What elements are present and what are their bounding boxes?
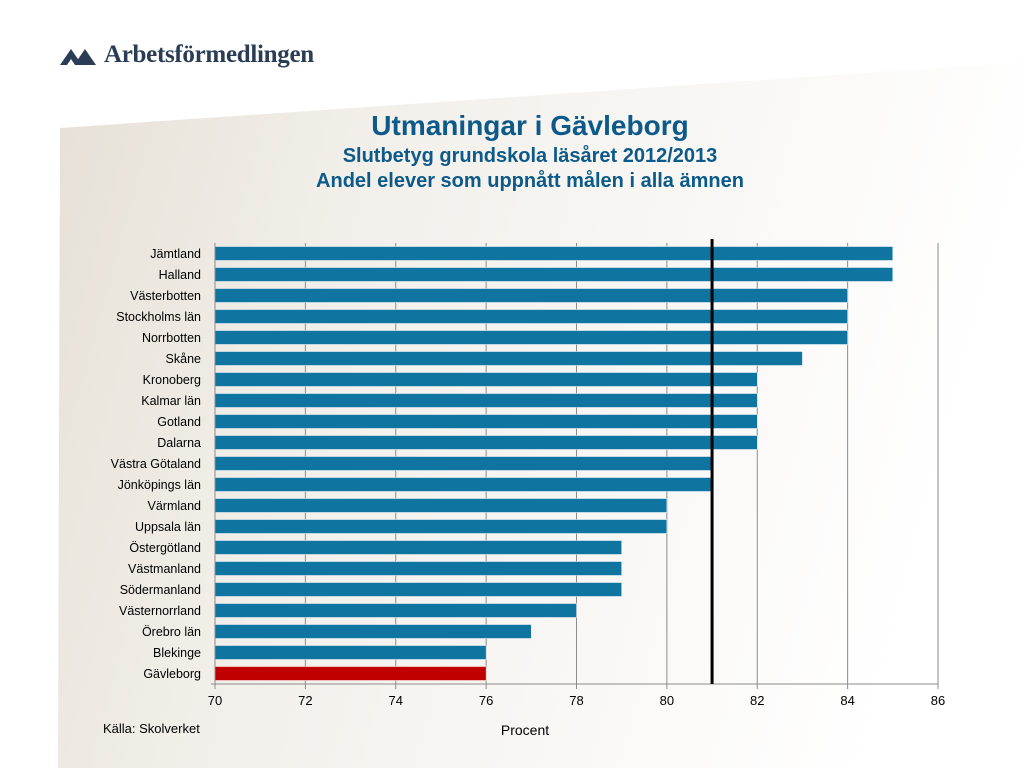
category-label: Stockholms län [116, 310, 201, 324]
x-tick-label: 80 [660, 693, 674, 708]
bar [214, 519, 668, 534]
category-label: Västerbotten [130, 289, 201, 303]
chart-subtitle-2: Andel elever som uppnått målen i alla äm… [316, 170, 744, 192]
bar [214, 498, 668, 513]
bar [214, 372, 758, 387]
category-label: Värmland [148, 499, 202, 513]
x-tick-label: 74 [389, 693, 403, 708]
bar [214, 645, 487, 660]
category-label: Gotland [157, 415, 201, 429]
category-label: Dalarna [157, 436, 201, 450]
bar [214, 414, 758, 429]
bar [214, 477, 713, 492]
chart-title: Utmaningar i Gävleborg [371, 110, 689, 141]
source-note: Källa: Skolverket [103, 721, 200, 736]
category-label: Gävleborg [143, 667, 201, 681]
category-label: Västernorrland [119, 604, 201, 618]
bar [214, 393, 758, 408]
x-axis-label: Procent [500, 722, 550, 738]
category-label: Kronoberg [143, 373, 201, 387]
category-label: Örebro län [142, 625, 201, 639]
category-label: Östergötland [129, 541, 201, 555]
category-label: Jämtland [150, 247, 201, 261]
chart-titles: Utmaningar i Gävleborg Slutbetyg grundsk… [230, 108, 830, 194]
category-label: Västra Götaland [111, 457, 201, 471]
category-label: Södermanland [120, 583, 201, 597]
x-tick-label: 84 [840, 693, 854, 708]
x-tick-label: 72 [298, 693, 312, 708]
bar [214, 309, 848, 324]
category-label: Västmanland [128, 562, 201, 576]
category-label: Halland [159, 268, 201, 282]
bar [214, 666, 487, 681]
x-tick-label: 76 [479, 693, 493, 708]
bar [214, 435, 758, 450]
bar [214, 603, 577, 618]
category-label: Jönköpings län [118, 478, 201, 492]
x-tick-label: 70 [208, 693, 222, 708]
chart-subtitle: Slutbetyg grundskola läsåret 2012/2013 [342, 145, 718, 167]
x-tick-label: 82 [750, 693, 764, 708]
bar [214, 351, 803, 366]
x-tick-label: 78 [569, 693, 583, 708]
category-label: Norrbotten [142, 331, 201, 345]
bar [214, 288, 848, 303]
x-tick-label: 86 [931, 693, 945, 708]
bar [214, 267, 894, 282]
bar [214, 246, 894, 261]
arbetsformedlingen-logo-icon [60, 49, 96, 65]
category-label: Blekinge [153, 646, 201, 660]
category-label: Uppsala län [135, 520, 201, 534]
bar [214, 456, 713, 471]
category-label: Kalmar län [141, 394, 201, 408]
bar [214, 330, 848, 345]
bar [214, 540, 622, 555]
bar [214, 582, 622, 597]
bar [214, 561, 622, 576]
category-label: Skåne [166, 352, 201, 366]
bar [214, 624, 532, 639]
brand-logo: Arbetsförmedlingen [58, 38, 314, 72]
brand-name: Arbetsförmedlingen [104, 41, 314, 68]
